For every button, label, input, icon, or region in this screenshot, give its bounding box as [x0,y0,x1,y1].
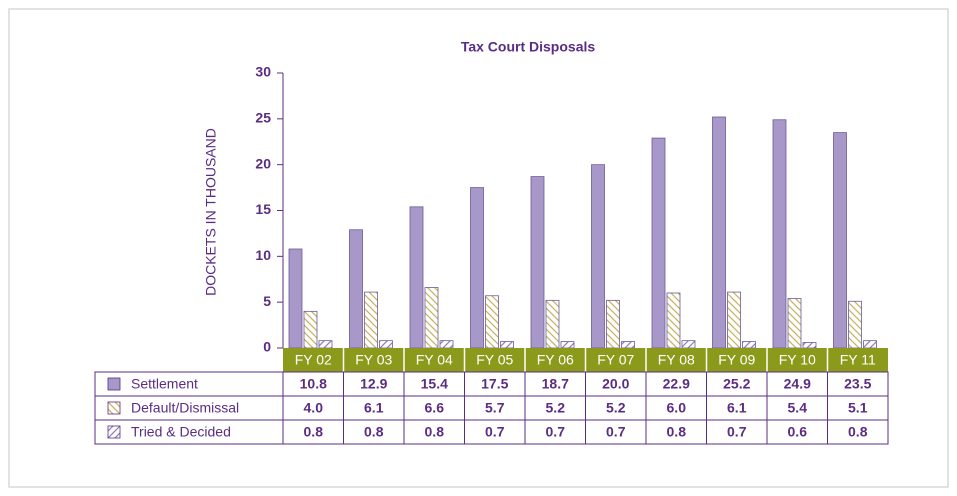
bar [681,340,696,349]
table-value: 18.7 [542,376,569,392]
bar [621,341,635,349]
bar [470,187,484,349]
table-value: 0.7 [606,424,626,440]
table-value: 0.8 [848,424,868,440]
table-value: 0.6 [788,424,808,440]
table-row [94,419,889,445]
x-tick-label: FY 08 [658,352,695,368]
table-value: 6.0 [667,400,687,416]
table-value: 0.7 [546,424,566,440]
bar [802,342,817,349]
x-tick-label: FY 05 [476,352,513,368]
legend-swatch [107,425,121,439]
bar [772,119,787,349]
bar [318,340,333,349]
bar [848,300,862,349]
table-value: 6.6 [425,400,445,416]
table-value: 22.9 [663,376,690,392]
table-value: 5.7 [485,400,505,416]
bar [409,206,424,349]
x-tick-label: FY 06 [537,352,574,368]
legend-label: Tried & Decided [131,424,231,440]
bar [787,298,802,349]
x-tick-label: FY 02 [295,352,332,368]
x-tick-label: FY 03 [355,352,392,368]
bar [666,292,681,349]
x-tick-label: FY 07 [597,352,634,368]
bar [863,340,877,349]
bar [545,299,560,349]
table-value: 0.8 [364,424,384,440]
chart-title: Tax Court Disposals [461,39,596,55]
bar [651,137,666,349]
table-value: 0.8 [667,424,687,440]
table-value: 20.0 [602,376,629,392]
x-tick-label: FY 10 [779,352,816,368]
bar [288,248,303,349]
frame [8,8,949,488]
y-tick-label: 25 [255,110,271,126]
y-axis-label: DOCKETS IN THOUSAND [203,128,219,296]
table-value: 23.5 [844,376,871,392]
table-value: 0.8 [425,424,445,440]
bar [485,295,499,349]
table-value: 25.2 [723,376,750,392]
x-tick-label: FY 04 [416,352,453,368]
table-value: 10.8 [300,376,327,392]
bar [424,287,439,349]
x-tick-label: FY 11 [840,352,876,368]
y-tick-label: 5 [263,293,271,309]
table-value: 12.9 [360,376,387,392]
legend-label: Settlement [131,376,198,392]
bar [303,310,318,349]
table-value: 4.0 [304,400,324,416]
table-value: 0.7 [727,424,747,440]
bar [591,164,605,349]
bar [560,341,575,349]
bar [439,340,454,349]
table-value: 5.1 [848,400,868,416]
bar [742,341,756,349]
table-value: 0.8 [304,424,324,440]
y-tick-label: 20 [255,155,271,171]
bar [727,291,741,349]
table-value: 5.2 [546,400,566,416]
legend-swatch [107,377,121,391]
table-value: 5.4 [788,400,808,416]
table-value: 15.4 [421,376,448,392]
table-value: 0.7 [485,424,505,440]
bar [712,116,726,349]
bar [500,341,514,349]
y-tick-label: 10 [255,247,271,263]
y-tick-label: 15 [255,201,271,217]
bar [364,291,378,349]
bar [530,176,545,349]
x-tick-label: FY 09 [718,352,755,368]
legend-swatch [107,401,121,415]
table-value: 17.5 [481,376,508,392]
table-value: 24.9 [784,376,811,392]
legend-label: Default/Dismissal [131,400,239,416]
table-value: 5.2 [606,400,626,416]
bar [349,229,363,349]
bar [606,299,620,349]
bar [379,340,393,349]
table-value: 6.1 [364,400,384,416]
y-tick-label: 0 [263,339,271,355]
table-value: 6.1 [727,400,747,416]
bar [833,132,847,349]
y-tick-label: 30 [255,64,271,80]
